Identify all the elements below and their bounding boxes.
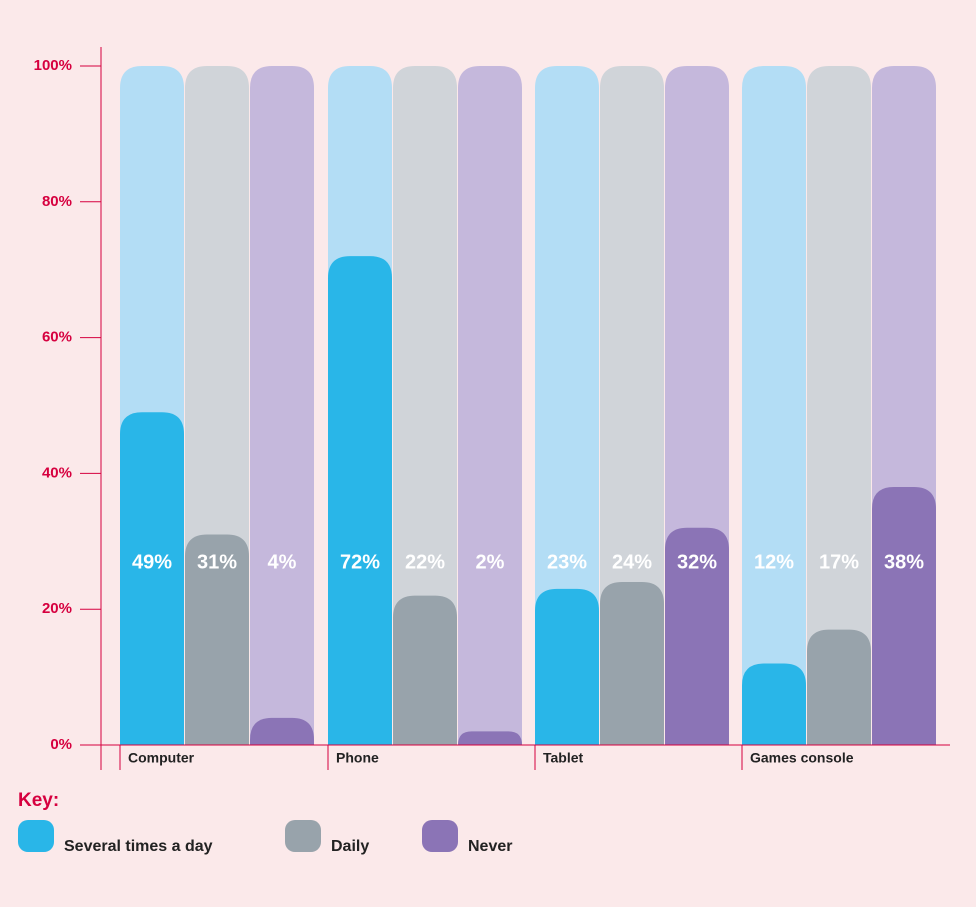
value-label: 17% — [819, 551, 859, 573]
x-tick-label: Tablet — [543, 750, 584, 766]
legend-title: Key: — [18, 790, 59, 811]
bar — [807, 629, 871, 745]
bar-track — [250, 66, 314, 745]
bar-track — [807, 66, 871, 745]
value-label: 72% — [340, 551, 380, 573]
bar-track — [393, 66, 457, 745]
value-label: 24% — [612, 551, 652, 573]
legend-label: Never — [468, 838, 512, 855]
legend-swatch — [422, 820, 458, 852]
bar — [120, 412, 184, 745]
y-tick-label: 20% — [42, 600, 72, 617]
value-label: 38% — [884, 551, 924, 573]
bar-track — [742, 66, 806, 745]
bar — [665, 527, 729, 745]
legend-swatch — [285, 820, 321, 852]
bar — [250, 717, 314, 745]
x-tick-label: Computer — [128, 750, 195, 766]
value-label: 23% — [547, 551, 587, 573]
bar — [535, 588, 599, 745]
bar-track — [458, 66, 522, 745]
y-tick-label: 100% — [34, 57, 72, 74]
x-tick-label: Games console — [750, 750, 854, 766]
x-tick-label: Phone — [336, 750, 379, 766]
bar — [185, 534, 249, 745]
legend-swatch — [18, 820, 54, 852]
bar — [742, 663, 806, 745]
value-label: 4% — [268, 551, 297, 573]
value-label: 2% — [476, 551, 505, 573]
bar — [872, 486, 936, 745]
value-label: 31% — [197, 551, 237, 573]
legend-label: Daily — [331, 838, 369, 855]
bar — [600, 582, 664, 745]
y-tick-label: 80% — [42, 193, 72, 210]
bar-track — [600, 66, 664, 745]
value-label: 49% — [132, 551, 172, 573]
y-tick-label: 0% — [50, 736, 72, 753]
y-tick-label: 60% — [42, 329, 72, 346]
legend-label: Several times a day — [64, 838, 213, 855]
bar — [393, 595, 457, 745]
bar — [458, 731, 522, 745]
value-label: 22% — [405, 551, 445, 573]
bar-track — [535, 66, 599, 745]
value-label: 12% — [754, 551, 794, 573]
y-tick-label: 40% — [42, 464, 72, 481]
bar — [328, 256, 392, 745]
value-label: 32% — [677, 551, 717, 573]
